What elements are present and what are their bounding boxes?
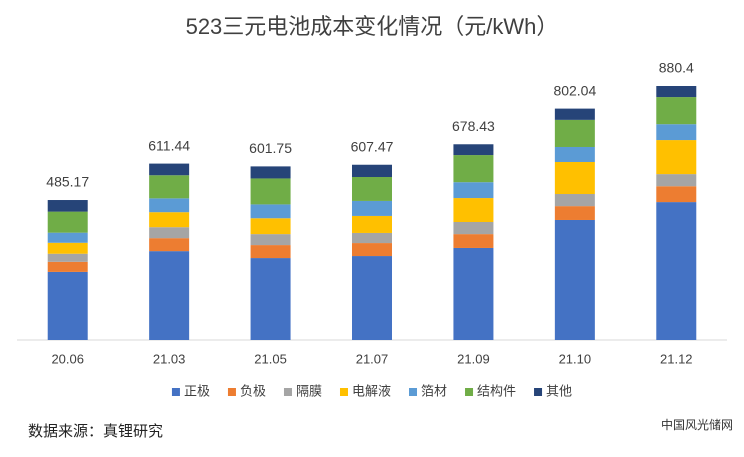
- bar-segment: [656, 97, 697, 125]
- bar-segment: [554, 194, 595, 207]
- x-tick-label: 20.06: [51, 351, 84, 366]
- bar-segment: [656, 186, 697, 203]
- total-label: 678.43: [452, 118, 495, 134]
- legend-label: 负极: [240, 383, 266, 398]
- total-label: 601.75: [249, 140, 292, 156]
- legend-label: 隔膜: [296, 383, 322, 398]
- legend-label: 电解液: [352, 383, 391, 398]
- x-tick-label: 21.05: [254, 351, 287, 366]
- bar-segment: [453, 247, 494, 340]
- bar-segment: [250, 178, 291, 205]
- bar-segment: [47, 200, 88, 212]
- bar-segment: [250, 234, 291, 246]
- bar-segment: [250, 204, 291, 219]
- bar-segment: [47, 253, 88, 262]
- bar-segment: [453, 155, 494, 183]
- bar-segment: [453, 198, 494, 223]
- bar-segment: [149, 212, 190, 228]
- legend-label: 正极: [184, 383, 210, 398]
- bar-segment: [554, 161, 595, 195]
- bar-segment: [352, 176, 392, 201]
- legend-label: 箔材: [421, 383, 447, 398]
- bar-segment: [554, 108, 595, 120]
- bar-segment: [656, 124, 697, 141]
- legend-swatch: [534, 388, 543, 396]
- source: 数据来源：真锂研究: [28, 422, 163, 440]
- total-label: 607.47: [351, 138, 394, 154]
- bar-segment: [47, 242, 88, 254]
- bar-segment: [453, 144, 494, 156]
- x-tick-label: 21.12: [660, 351, 693, 366]
- total-label: 880.4: [659, 60, 694, 76]
- x-tick-label: 21.03: [153, 351, 186, 366]
- bar-segment: [352, 256, 392, 340]
- legend-label: 其他: [546, 383, 572, 398]
- legend-swatch: [409, 388, 418, 396]
- bar-segment: [250, 166, 291, 179]
- watermark: 中国风光储网: [661, 417, 733, 432]
- bar-segment: [656, 140, 697, 175]
- bar-segment: [352, 215, 392, 233]
- bar-segment: [453, 234, 494, 248]
- x-tick-label: 21.10: [559, 351, 592, 366]
- total-label: 485.17: [46, 174, 89, 190]
- bar-segment: [352, 164, 392, 177]
- bar-segment: [149, 227, 190, 239]
- bar-segment: [47, 211, 88, 233]
- bar-segment: [554, 206, 595, 220]
- bar-segment: [149, 238, 190, 252]
- bar-segment: [352, 232, 392, 244]
- bar-segment: [656, 86, 697, 98]
- bar-segment: [149, 175, 190, 199]
- bar-segment: [352, 243, 392, 257]
- total-label: 802.04: [553, 82, 596, 98]
- bar-segment: [250, 245, 291, 259]
- bar-segment: [250, 218, 291, 235]
- bar-segment: [554, 146, 595, 162]
- legend-swatch: [465, 388, 474, 396]
- chart-title: 523三元电池成本变化情况（元/kWh）: [186, 14, 559, 39]
- x-tick-label: 21.09: [457, 351, 490, 366]
- bar-segment: [47, 271, 88, 340]
- bar-segment: [352, 200, 392, 216]
- bar-segment: [656, 174, 697, 187]
- total-label: 611.44: [148, 137, 190, 153]
- legend-label: 结构件: [477, 383, 516, 398]
- bar-segment: [250, 258, 291, 340]
- bar-segment: [554, 219, 595, 340]
- bar-segment: [149, 251, 190, 340]
- legend-swatch: [171, 388, 180, 396]
- legend-swatch: [227, 388, 236, 396]
- bar-segment: [47, 261, 88, 272]
- bar-segment: [554, 119, 595, 147]
- legend-swatch: [339, 388, 348, 396]
- bar-segment: [149, 163, 190, 176]
- bar-segment: [453, 182, 494, 199]
- bar-segment: [149, 198, 190, 213]
- x-tick-label: 21.07: [356, 351, 389, 366]
- bar-segment: [453, 222, 494, 235]
- bar-segment: [656, 202, 697, 340]
- legend-swatch: [283, 388, 292, 396]
- bar-segment: [47, 232, 88, 243]
